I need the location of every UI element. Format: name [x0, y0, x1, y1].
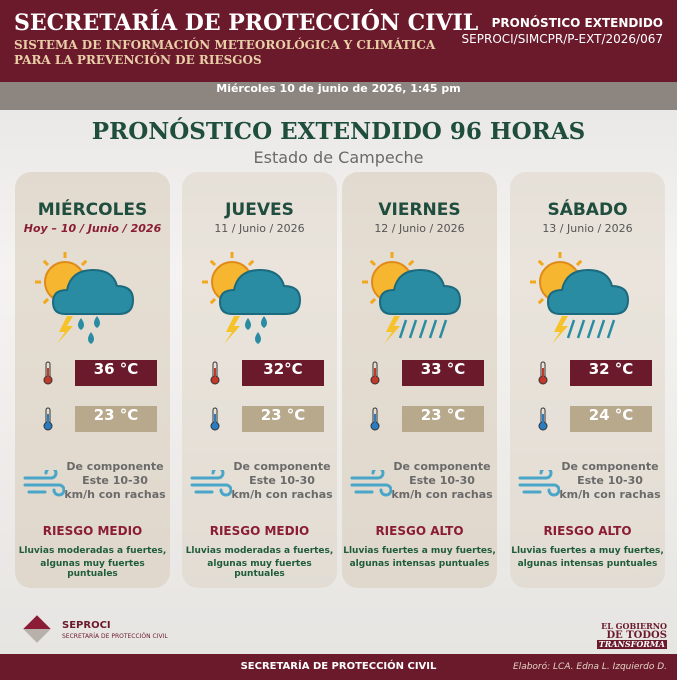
min-temp: 23 °C	[242, 406, 324, 432]
weather-icon	[35, 252, 135, 344]
wind-text: km/h con rachas	[559, 488, 661, 501]
day-name: JUEVES	[225, 200, 294, 220]
date-line: Miércoles 10 de junio de 2026, 1:45 pm	[216, 82, 461, 95]
weather-icon	[202, 252, 302, 344]
icon-box	[202, 252, 322, 352]
day-date: 13 / Junio / 2026	[542, 222, 633, 235]
wind-text: Este 10-30	[82, 474, 148, 487]
risk: RIESGO ALTO	[543, 524, 632, 538]
gov-logo-line: TRANSFORMA	[596, 639, 667, 649]
wind-icon-svg	[190, 466, 233, 497]
wind-text: km/h con rachas	[391, 488, 493, 501]
gov-logo-line: EL GOBIERNO	[601, 621, 667, 631]
icon-box	[35, 252, 155, 352]
main-title: PRONÓSTICO EXTENDIDO 96 HORAS	[91, 118, 586, 145]
day-name: VIERNES	[378, 200, 461, 220]
logo-name: SEPROCI	[62, 620, 111, 631]
logo-sub: SECRETARÍA DE PROTECCIÓN CIVIL	[62, 633, 168, 640]
wind-icon	[23, 466, 66, 504]
risk: RIESGO ALTO	[375, 524, 464, 538]
gov-logo: EL GOBIERNO DE TODOS TRANSFORMA	[596, 621, 667, 649]
description: algunas intensas puntuales	[349, 559, 490, 569]
min-temp: 23 °C	[75, 406, 157, 432]
wind-text: De componente	[233, 460, 331, 473]
wind-icon-svg	[350, 466, 393, 497]
description: Lluvias fuertes a muy fuertes,	[343, 546, 496, 556]
hot-icon	[367, 360, 383, 390]
hot-icon	[535, 360, 551, 390]
cold-icon	[367, 406, 383, 436]
max-temp: 32°C	[242, 360, 324, 386]
weather-icon	[362, 252, 462, 344]
day-card: MIÉRCOLES Hoy – 10 / Junio / 2026 36 °C 23…	[15, 172, 170, 588]
description: algunas muy fuertes puntuales	[40, 559, 145, 579]
day-card: SÁBADO 13 / Junio / 2026 32 °C 24 °C De com…	[510, 172, 665, 588]
risk: RIESGO MEDIO	[42, 524, 143, 538]
doc-type: PRONÓSTICO EXTENDIDO	[491, 16, 663, 30]
thermometer-icon	[538, 361, 548, 385]
wind-text: De componente	[66, 460, 164, 473]
cold-icon	[207, 406, 223, 436]
footer-center: SECRETARÍA DE PROTECCIÓN CIVIL	[240, 661, 437, 672]
max-temp: 33 °C	[402, 360, 484, 386]
thermometer-icon	[210, 407, 220, 431]
thermometer-icon	[210, 361, 220, 385]
seproci-logo-icon	[23, 615, 51, 643]
wind-icon-svg	[518, 466, 561, 497]
footer: SECRETARÍA DE PROTECCIÓN CIVIL Elaboró: …	[0, 654, 677, 680]
day-date: Hoy – 10 / Junio / 2026	[23, 222, 162, 235]
hot-icon	[40, 360, 56, 390]
wind-icon	[350, 466, 393, 504]
hot-icon	[207, 360, 223, 390]
wind-text: Este 10-30	[577, 474, 643, 487]
wind-text: Este 10-30	[249, 474, 315, 487]
header-title: SECRETARÍA DE PROTECCIÓN CIVIL	[14, 10, 479, 36]
description: algunas intensas puntuales	[517, 559, 658, 569]
wind-text: De componente	[561, 460, 659, 473]
thermometer-icon	[43, 407, 53, 431]
header-subtitle: PARA LA PREVENCIÓN DE RIESGOS	[14, 53, 262, 67]
day-card: VIERNES 12 / Junio / 2026 33 °C 23 °C De co…	[342, 172, 497, 588]
wind-icon-svg	[23, 466, 66, 497]
gov-logo-line: DE TODOS	[606, 630, 667, 641]
cold-icon	[40, 406, 56, 436]
wind-text: Este 10-30	[409, 474, 475, 487]
cold-icon	[535, 406, 551, 436]
min-temp: 24 °C	[570, 406, 652, 432]
doc-id: SEPROCI/SIMCPR/P-EXT/2026/067	[461, 32, 663, 46]
day-date: 11 / Junio / 2026	[214, 222, 305, 235]
thermometer-icon	[538, 407, 548, 431]
wind-text: km/h con rachas	[64, 488, 166, 501]
icon-box	[362, 252, 482, 352]
day-card: JUEVES 11 / Junio / 2026 32°C 23 °C De comp…	[182, 172, 337, 588]
header-subtitle: SISTEMA DE INFORMACIÓN METEOROLÓGICA Y C…	[14, 38, 436, 52]
description: Lluvias moderadas a fuertes,	[185, 546, 334, 556]
description: Lluvias fuertes a muy fuertes,	[511, 546, 664, 556]
description: algunas muy fuertes puntuales	[207, 559, 312, 579]
max-temp: 36 °C	[75, 360, 157, 386]
header: SECRETARÍA DE PROTECCIÓN CIVIL SISTEMA D…	[0, 0, 677, 82]
day-name: SÁBADO	[547, 200, 628, 220]
wind-icon	[518, 466, 561, 504]
region: Estado de Campeche	[253, 148, 424, 167]
thermometer-icon	[43, 361, 53, 385]
day-name: MIÉRCOLES	[37, 200, 148, 220]
wind-icon	[190, 466, 233, 504]
weather-icon	[530, 252, 630, 344]
date-bar: Miércoles 10 de junio de 2026, 1:45 pm	[0, 82, 677, 110]
wind-text: km/h con rachas	[231, 488, 333, 501]
max-temp: 32 °C	[570, 360, 652, 386]
min-temp: 23 °C	[402, 406, 484, 432]
credit: Elaboró: LCA. Edna L. Izquierdo D.	[513, 662, 667, 672]
risk: RIESGO MEDIO	[209, 524, 310, 538]
day-date: 12 / Junio / 2026	[374, 222, 465, 235]
thermometer-icon	[370, 361, 380, 385]
thermometer-icon	[370, 407, 380, 431]
icon-box	[530, 252, 650, 352]
description: Lluvias moderadas a fuertes,	[18, 546, 167, 556]
wind-text: De componente	[393, 460, 491, 473]
